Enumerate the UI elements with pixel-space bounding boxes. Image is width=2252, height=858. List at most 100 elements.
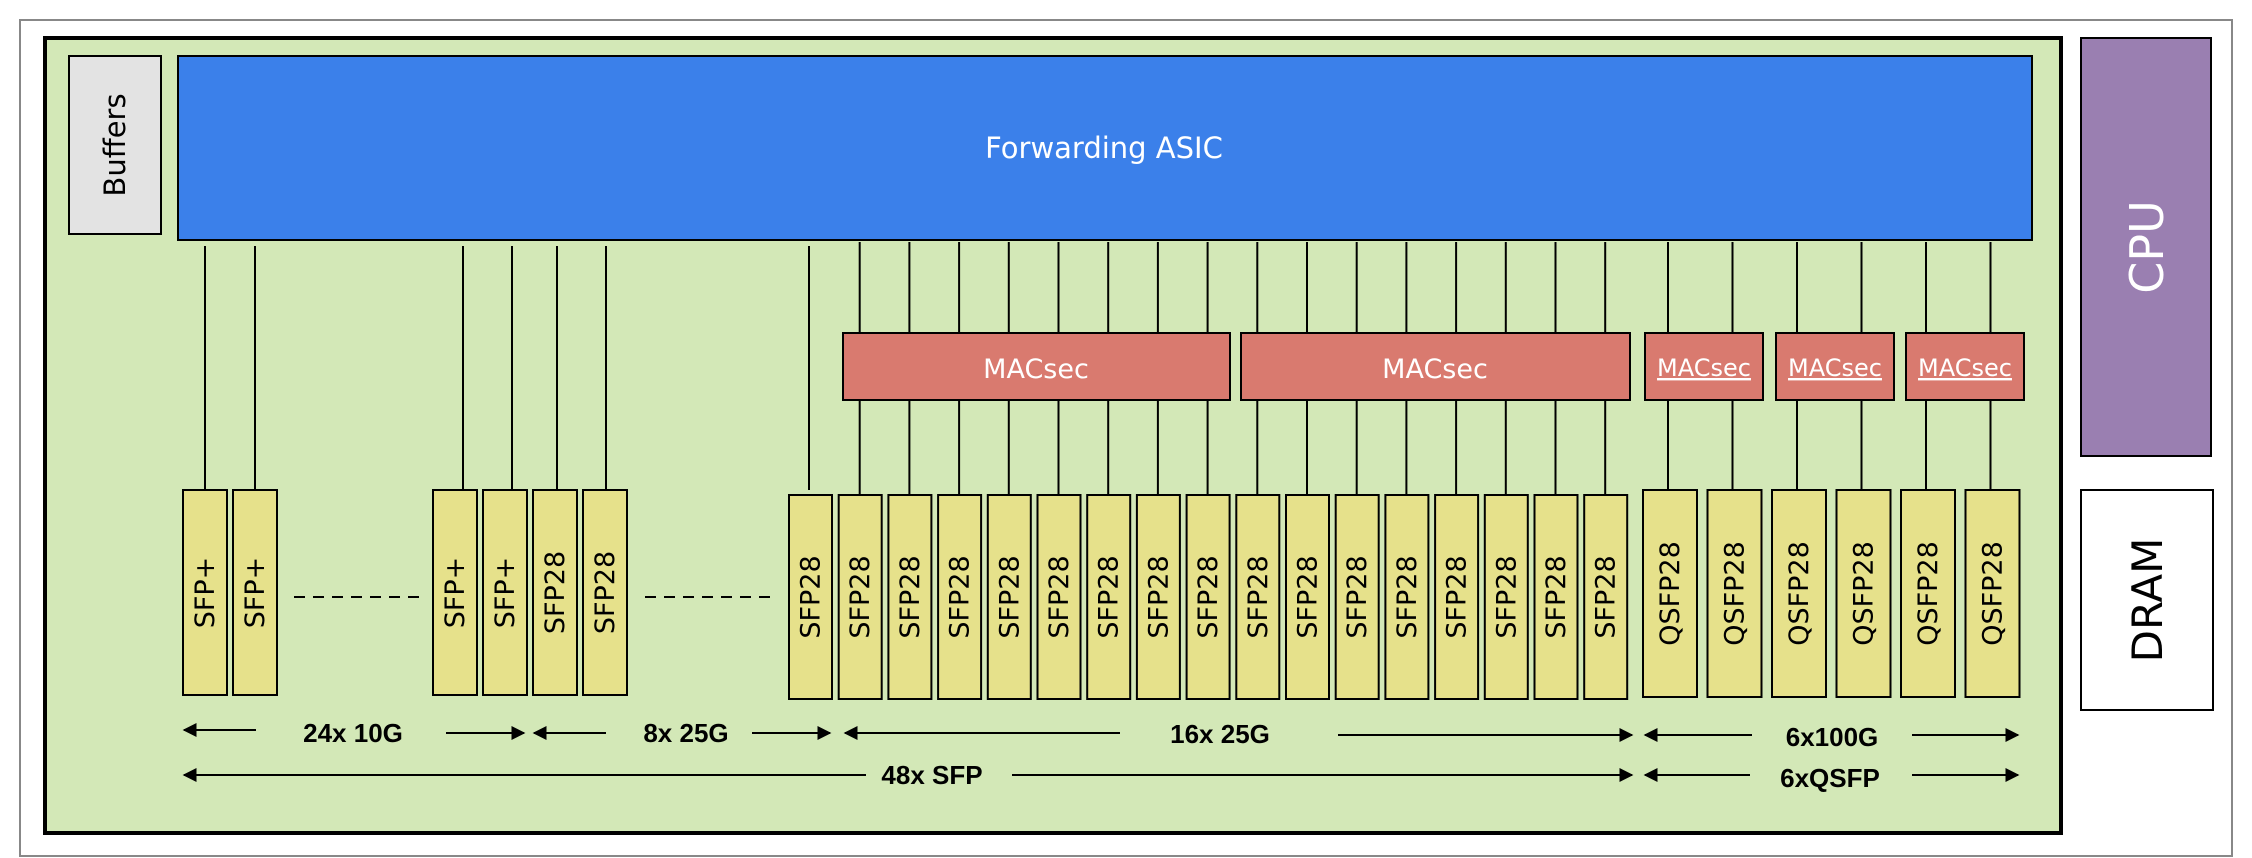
port-sfp28: SFP28 — [1235, 494, 1281, 700]
port-box — [1434, 494, 1480, 700]
port-label: SFP28 — [1094, 555, 1125, 638]
port-label: SFP28 — [1243, 555, 1274, 638]
port-qsfp28: QSFP28 — [1771, 489, 1827, 698]
port-box — [232, 489, 278, 696]
port-label: QSFP28 — [1913, 541, 1944, 646]
port-qsfp28: QSFP28 — [1835, 489, 1892, 698]
port-box — [1135, 494, 1181, 700]
buffers-label: Buffers — [98, 93, 132, 196]
port-label: SFP28 — [1491, 555, 1522, 638]
port-label: SFP28 — [590, 551, 621, 634]
port-label: SFP28 — [540, 551, 571, 634]
port-label: QSFP28 — [1784, 541, 1815, 646]
port-sfp28: SFP28 — [582, 489, 628, 696]
port-label: SFP28 — [895, 555, 926, 638]
port-label: SFP28 — [1342, 555, 1373, 638]
cpu-label: CPU — [2120, 200, 2174, 294]
port-box — [1964, 489, 2021, 698]
group-label-6x100g: 6x100G — [1786, 722, 1879, 752]
port-sfp28: SFP28 — [1583, 494, 1629, 700]
macsec-blocks: MACsec MACsec MACsec MACsec MACsec — [842, 332, 2025, 401]
port-label: SFP28 — [994, 555, 1025, 638]
port-sfp28: SFP28 — [937, 494, 983, 700]
port-qsfp28: QSFP28 — [1642, 489, 1698, 698]
port-sfp28: SFP28 — [887, 494, 933, 700]
port-box — [1483, 494, 1529, 700]
port-sfp28: SFP28 — [1434, 494, 1480, 700]
port-box — [1036, 494, 1082, 700]
port-label: SFP28 — [1541, 555, 1572, 638]
forwarding-asic-label: Forwarding ASIC — [985, 131, 1223, 165]
port-sfp-plus: SFP+ — [432, 489, 478, 696]
port-sfp28: SFP28 — [1334, 494, 1380, 700]
macsec-block-2 — [1240, 332, 1631, 401]
port-box — [1835, 489, 1892, 698]
port-label: SFP28 — [1442, 555, 1473, 638]
macsec-block-3 — [1644, 332, 1764, 401]
port-label: SFP28 — [1044, 555, 1075, 638]
port-label: SFP28 — [796, 555, 827, 638]
port-box — [937, 494, 983, 700]
group-label-24x10g: 24x 10G — [303, 718, 403, 748]
port-label: SFP28 — [945, 555, 976, 638]
port-box — [1285, 494, 1330, 700]
macsec-block-5-label: MACsec — [1918, 354, 2012, 382]
port-sfp-plus: SFP+ — [482, 489, 528, 696]
port-sfp28: SFP28 — [788, 494, 833, 700]
group-label-16x25g: 16x 25G — [1170, 719, 1270, 749]
group-label-48xsfp: 48x SFP — [881, 760, 982, 790]
port-label: SFP+ — [440, 557, 471, 629]
buffers-block — [68, 55, 162, 235]
port-label: SFP28 — [845, 555, 876, 638]
port-row: SFP+ SFP+ SFP+ SFP+ SFP28 SFP28 SFP28 SFP28 SFP2… — [182, 489, 2021, 700]
macsec-block-2-label: MACsec — [1382, 354, 1488, 385]
macsec-block-1-label: MACsec — [983, 354, 1089, 385]
port-sfp28: SFP28 — [1384, 494, 1430, 700]
port-sfp28: SFP28 — [1533, 494, 1579, 700]
port-box — [1384, 494, 1430, 700]
port-sfp28: SFP28 — [986, 494, 1032, 700]
port-box — [532, 489, 578, 696]
port-box — [1185, 494, 1231, 700]
port-label: SFP28 — [1143, 555, 1174, 638]
port-qsfp28: QSFP28 — [1706, 489, 1763, 698]
port-group-arrows — [182, 723, 2020, 782]
port-box — [1583, 494, 1629, 700]
connector-lines — [204, 242, 1992, 495]
macsec-block-5 — [1905, 332, 2025, 401]
macsec-block-4-label: MACsec — [1788, 354, 1882, 382]
port-box — [1086, 494, 1132, 700]
port-label: SFP+ — [490, 557, 521, 629]
dram-label: DRAM — [2123, 538, 2172, 663]
dram-block — [2080, 489, 2214, 711]
port-sfp-plus: SFP+ — [232, 489, 278, 696]
port-label: QSFP28 — [1720, 541, 1751, 646]
port-qsfp28: QSFP28 — [1964, 489, 2021, 698]
port-sfp28: SFP28 — [532, 489, 578, 696]
port-label: SFP28 — [1591, 555, 1622, 638]
port-qsfp28: QSFP28 — [1900, 489, 1956, 698]
port-sfp-plus: SFP+ — [182, 489, 228, 696]
port-box — [1235, 494, 1281, 700]
port-label: SFP+ — [190, 557, 221, 629]
port-sfp28: SFP28 — [1036, 494, 1082, 700]
port-sfp28: SFP28 — [1185, 494, 1231, 700]
macsec-block-4 — [1775, 332, 1895, 401]
macsec-block-1 — [842, 332, 1231, 401]
port-label: SFP28 — [1392, 555, 1423, 638]
group-label-8x25g: 8x 25G — [643, 718, 728, 748]
port-label: SFP28 — [1293, 555, 1324, 638]
port-sfp28: SFP28 — [837, 494, 883, 700]
port-box — [432, 489, 478, 696]
group-label-6xqsfp: 6xQSFP — [1780, 763, 1880, 793]
port-label: QSFP28 — [1849, 541, 1880, 646]
port-sfp28: SFP28 — [1135, 494, 1181, 700]
cpu-block — [2080, 37, 2212, 457]
macsec-block-3-label: MACsec — [1657, 354, 1751, 382]
port-box — [788, 494, 833, 700]
port-box — [1334, 494, 1380, 700]
port-box — [887, 494, 933, 700]
port-box — [1533, 494, 1579, 700]
port-sfp28: SFP28 — [1285, 494, 1330, 700]
